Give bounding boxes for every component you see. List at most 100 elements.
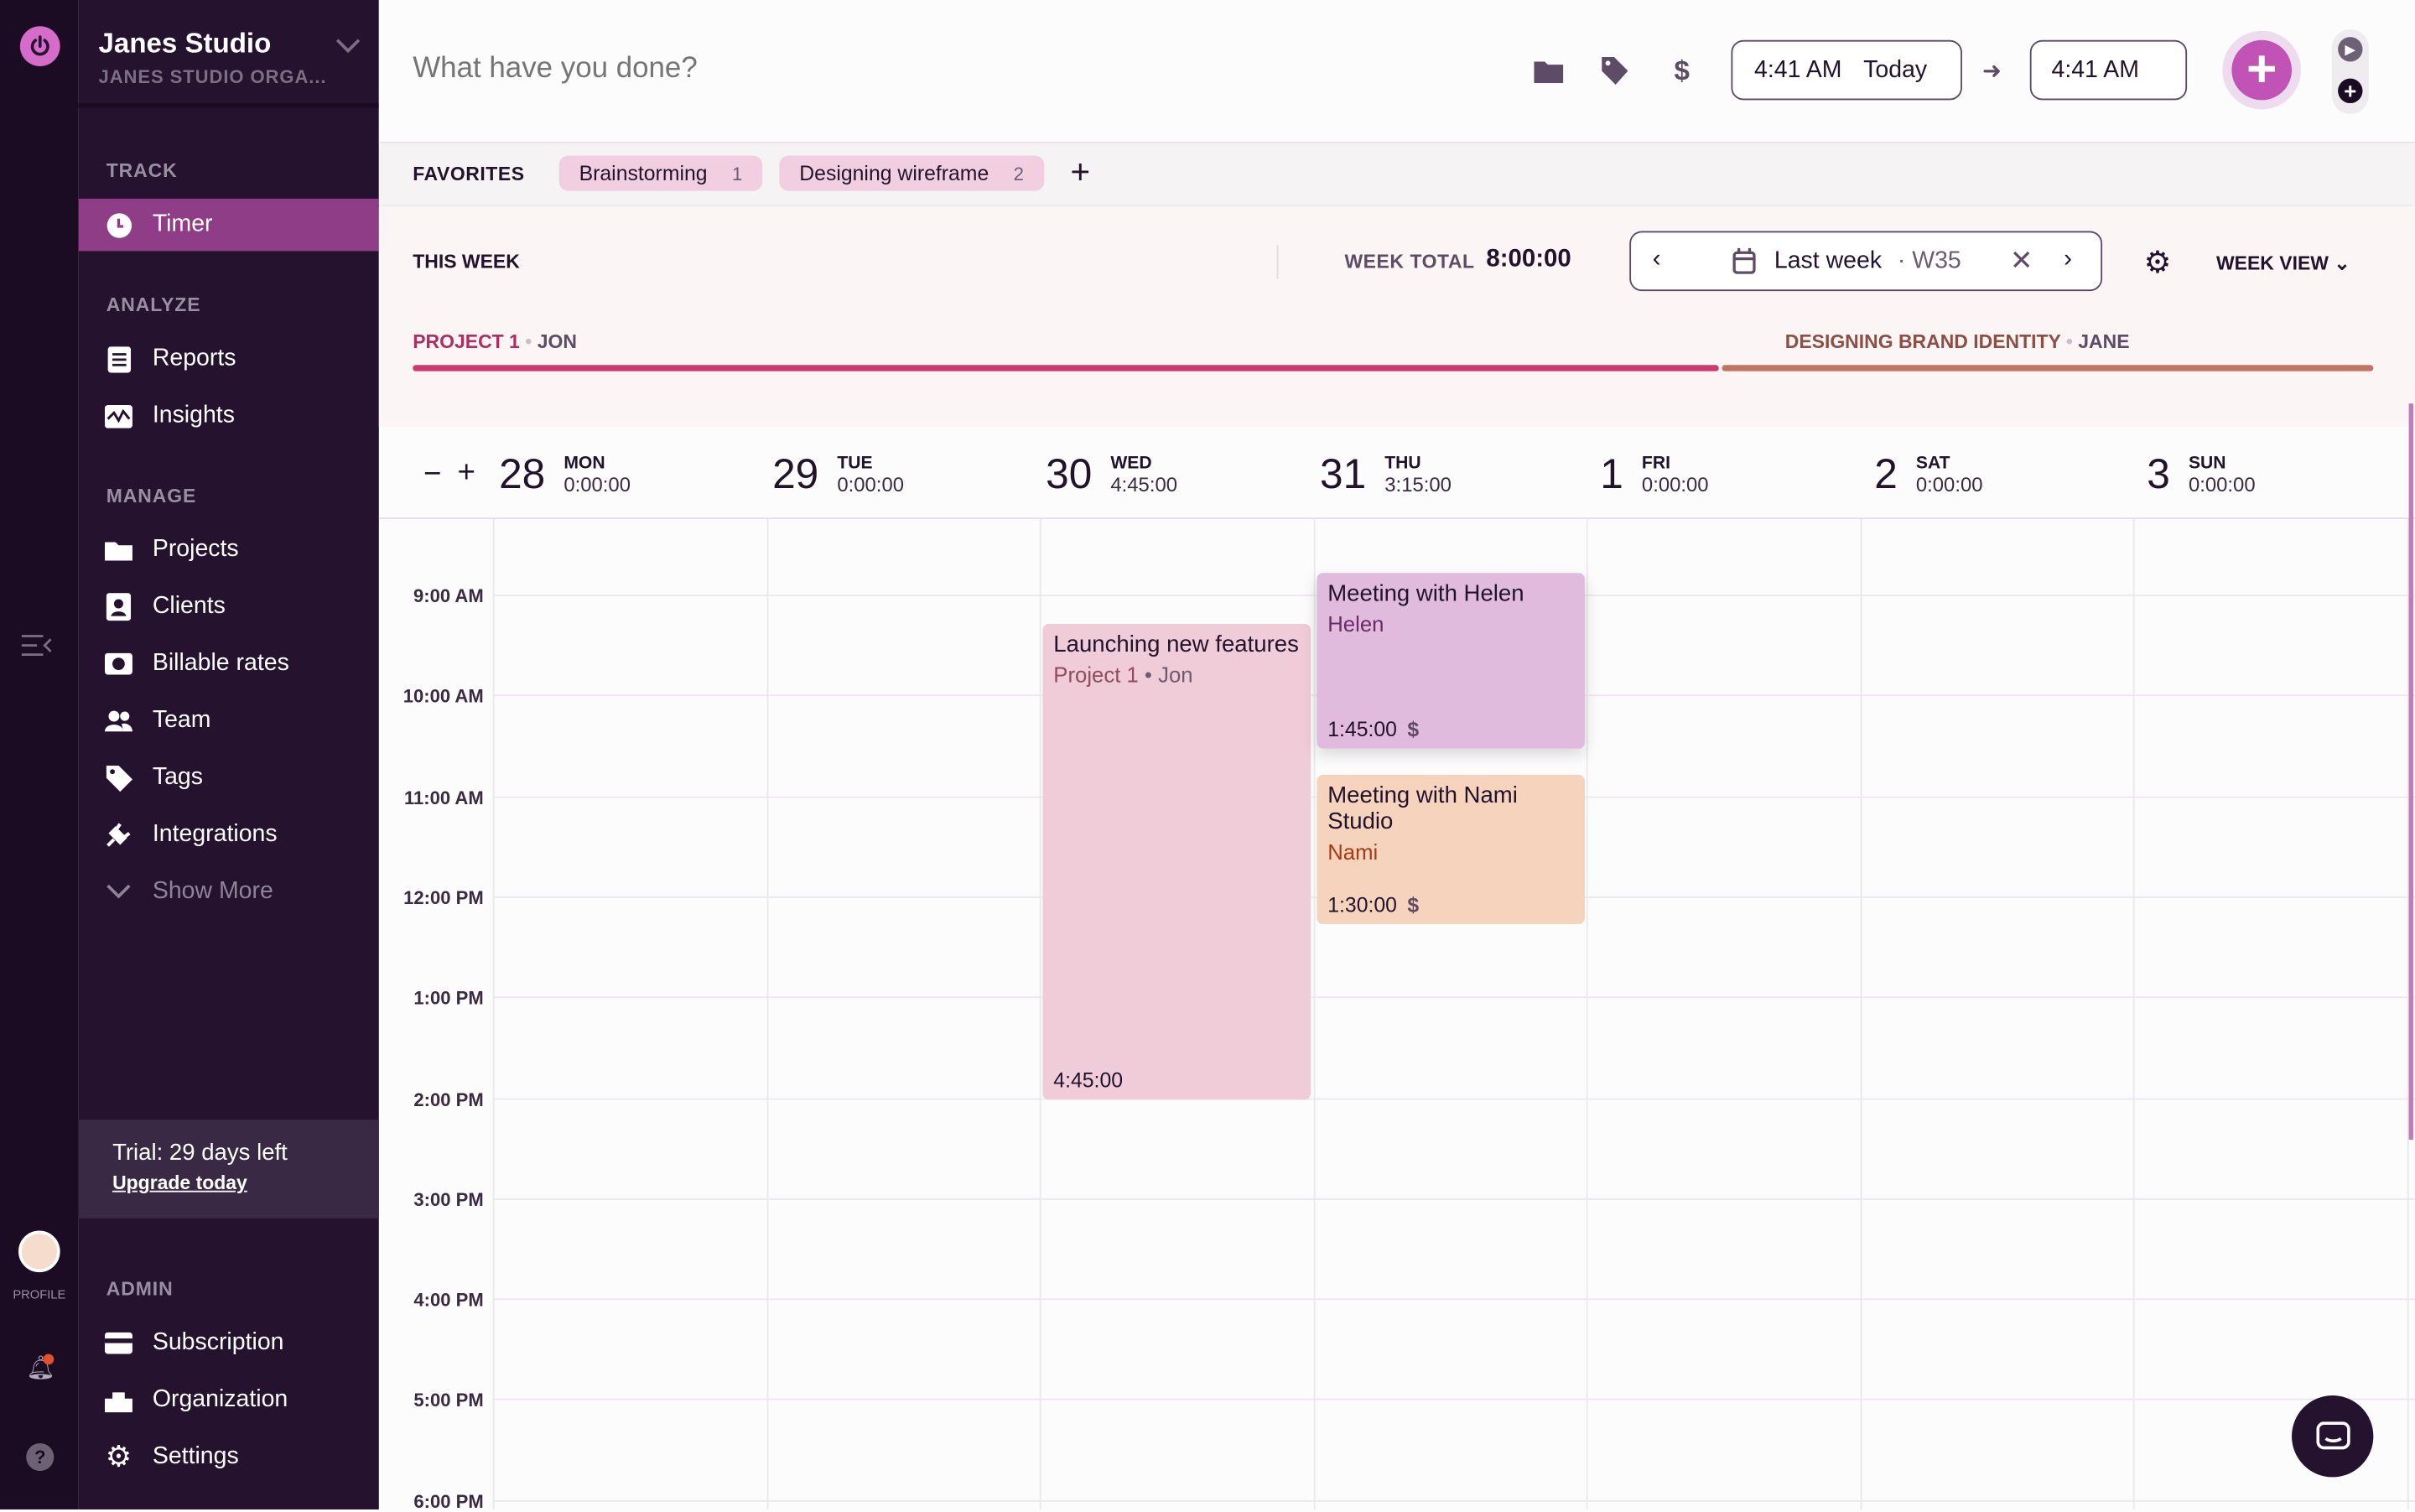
day-column-divider [1313,518,1316,1509]
workspace-name: Janes Studio [98,28,272,59]
hour-label: 1:00 PM [413,987,484,1010]
hour-label: 3:00 PM [413,1188,484,1211]
start-time: 4:41 AM [1754,56,1842,83]
chat-icon [2315,1421,2350,1449]
week-total: 8:00:00 [1486,246,1571,273]
notifications-bell-icon[interactable]: 🔔︎ [26,1354,56,1382]
building-icon [104,1386,132,1414]
clear-close-icon[interactable]: ✕ [2009,245,2033,276]
day-number: 3 [2147,451,2170,498]
project-share-segment [413,365,1719,372]
sidebar-item-team[interactable]: Team [79,694,379,746]
help-icon[interactable]: ? [26,1442,55,1472]
mode-switch[interactable]: ▶ + [2331,29,2369,114]
sidebar-item-label: Timer [152,210,213,237]
hour-label: 10:00 AM [402,685,484,708]
favorite-count: 2 [1013,162,1024,184]
day-total: 0:00:00 [564,472,631,496]
prev-week-chevron-icon[interactable]: ‹ [1652,246,1661,273]
time-entry-launching-new-features[interactable]: Launching new features Project 1 • Jon 4… [1042,623,1311,1100]
chat-support-button[interactable] [2292,1395,2374,1478]
favorite-count: 1 [731,162,743,184]
day-total: 0:00:00 [1915,472,1983,496]
sidebar-item-integrations[interactable]: Integrations [79,808,379,860]
day-total: 0:00:00 [2188,472,2256,496]
entry-client: Nami [1327,839,1379,865]
next-week-chevron-icon[interactable]: › [2064,246,2072,273]
time-entry-meeting-with-helen[interactable]: Meeting with Helen Helen 1:45:00 $ [1317,573,1585,749]
profile-avatar[interactable] [18,1230,60,1273]
play-mode-icon[interactable]: ▶ [2338,37,2363,62]
workspace-switcher[interactable]: Janes Studio JANES STUDIO ORGA... [78,0,379,108]
sidebar-item-subscription[interactable]: Subscription [79,1317,379,1369]
day-header: 28 MON 0:00:00 [499,451,631,499]
section-admin: ADMIN [106,1278,174,1301]
divider [1276,245,1279,279]
day-total: 3:15:00 [1384,472,1452,496]
zoom-in-plus-button[interactable]: + [457,455,475,491]
sidebar-item-timer[interactable]: Timer [78,198,379,252]
entry-title: Launching new features [1053,631,1299,658]
hour-label: 4:00 PM [413,1289,484,1312]
app-rail: PROFILE 🔔︎ ? [0,0,79,1509]
sidebar-item-label: Settings [152,1442,239,1470]
sidebar-item-projects[interactable]: Projects [79,523,379,575]
day-name: MON [564,454,605,473]
folder-icon [104,536,132,564]
hour-label: 9:00 AM [413,585,484,607]
sidebar-item-clients[interactable]: Clients [79,580,379,632]
day-header: 3 SUN 0:00:00 [2139,451,2255,499]
week-view-dropdown[interactable]: WEEK VIEW ⌄ [2216,251,2350,274]
day-name: THU [1384,454,1421,473]
sidebar-item-insights[interactable]: Insights [79,390,379,442]
hour-gridline [492,996,2415,999]
day-header: 30 WED 4:45:00 [1046,451,1177,499]
scrollbar[interactable] [2408,403,2414,1140]
sidebar-item-label: Show More [152,877,273,905]
week-number: · W35 [1897,247,1961,274]
day-number: 1 [1600,451,1623,498]
section-track: TRACK [106,160,178,182]
week-picker[interactable]: ‹ Last week · W35 ✕ › [1629,231,2103,292]
project-user: JON [537,330,577,353]
add-entry-button[interactable]: + [2222,30,2302,110]
project-name: DESIGNING BRAND IDENTITY [1784,330,2061,353]
day-header: 31 THU 3:15:00 [1320,451,1452,499]
project-folder-icon[interactable] [1530,52,1566,89]
sidebar-item-settings[interactable]: ⚙ Settings [79,1431,379,1483]
main-area: $ 4:41 AM Today ➜ 4:41 AM + ▶ + FAVORITES… [378,0,2415,1512]
entry-separator: • [1144,662,1152,688]
start-time-field[interactable]: 4:41 AM Today [1731,39,1962,101]
manual-mode-plus-icon[interactable]: + [2338,78,2363,104]
sidebar-show-more[interactable]: Show More [79,865,379,917]
day-number: 28 [499,451,546,498]
upgrade-link[interactable]: Upgrade today [112,1172,247,1194]
money-icon [104,650,132,678]
week-summary: THIS WEEK WEEK TOTAL 8:00:00 ‹ Last week… [378,206,2415,427]
sidebar: Janes Studio JANES STUDIO ORGA... TRACK … [78,0,379,1509]
sidebar-item-label: Insights [152,402,235,429]
day-number: 31 [1320,451,1367,498]
tag-icon[interactable] [1596,52,1633,89]
add-favorite-plus-icon[interactable]: + [1070,152,1091,191]
project-user: JANE [2078,330,2130,353]
power-logo-icon[interactable] [19,26,60,66]
this-week-label: THIS WEEK [413,251,520,273]
zoom-out-minus-button[interactable]: − [423,457,442,491]
billable-dollar-icon[interactable]: $ [1674,55,1690,86]
sidebar-item-organization[interactable]: Organization [79,1374,379,1426]
day-name: SUN [2188,454,2226,473]
hour-label: 5:00 PM [413,1390,484,1412]
end-time-field[interactable]: 4:41 AM [2029,39,2188,101]
favorite-chip[interactable]: Designing wireframe 2 [779,155,1044,191]
calendar-settings-gear-icon[interactable]: ⚙ [2143,246,2172,281]
sidebar-item-reports[interactable]: Reports [79,333,379,385]
sidebar-item-billable-rates[interactable]: Billable rates [79,637,379,689]
favorite-chip[interactable]: Brainstorming 1 [558,155,763,191]
plug-icon [105,821,132,849]
description-input[interactable] [413,46,1337,93]
time-entry-meeting-with-nami-studio[interactable]: Meeting with Nami Studio Nami 1:30:00 $ [1317,774,1585,925]
sidebar-item-tags[interactable]: Tags [79,751,379,803]
sidebar-item-label: Tags [152,764,203,791]
collapse-sidebar-icon[interactable] [21,633,53,657]
